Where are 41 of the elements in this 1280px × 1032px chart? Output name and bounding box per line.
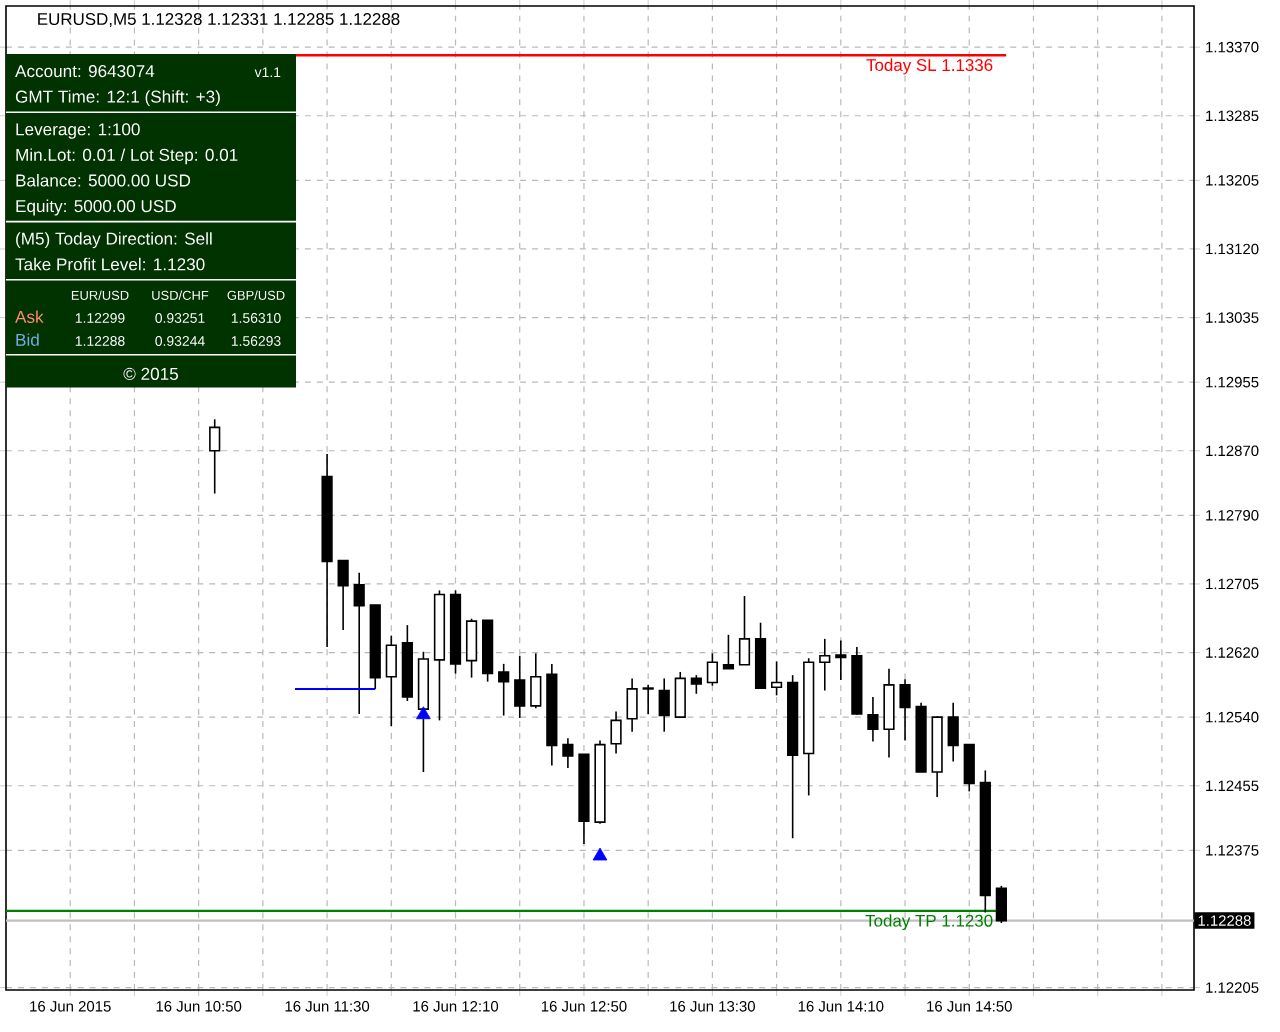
candlestick [337,559,349,631]
candlestick [674,671,686,718]
candlestick [819,638,831,692]
annotation: Ask [15,310,44,323]
candlestick [690,674,702,695]
candlestick [963,743,975,793]
candlestick [514,655,526,719]
candlestick [498,663,510,717]
candlestick [995,885,1007,924]
candlestick [353,571,365,715]
annotation: GMT Time: 12:1 (Shift: +3) [15,90,220,107]
candlestick [947,701,959,763]
ref-line-label: Today SL 1.1336 [866,58,993,75]
annotation: (M5) Today Direction: Sell [16,232,212,249]
candlestick [835,639,847,681]
annotation: Equity: 5000.00 USD [16,199,176,216]
candlestick [626,677,638,733]
candlestick [530,652,542,710]
candlestick [209,418,221,495]
candlestick [465,617,478,679]
annotation: Take Profit Level: 1.1230 [15,257,205,271]
candlestick [883,667,895,759]
annotation: Account: 9643074 [15,65,155,78]
candlestick [642,684,654,715]
candlestick [867,696,879,743]
chart-title: EURUSD,M5 1.12328 1.12331 1.12285 1.12288 [38,13,400,28]
candlestick [770,660,783,697]
annotation: Min.Lot: 0.01 / Lot Step: 0.01 [16,148,238,165]
candlestick [738,595,751,666]
candlestick [706,652,718,687]
candlestick [562,737,574,769]
candlestick [722,634,735,670]
annotation: Bid [16,333,39,346]
ref-line-label: Today TP 1.1230 [865,914,993,931]
annotation: Leverage: 1:100 [16,123,140,139]
candlestick [610,710,622,755]
candlestick [385,634,397,727]
candlestick [899,678,911,742]
candlestick [658,677,670,733]
annotation: Balance: 5000.00 USD [16,173,191,187]
annotation: © 2015 [123,367,179,380]
